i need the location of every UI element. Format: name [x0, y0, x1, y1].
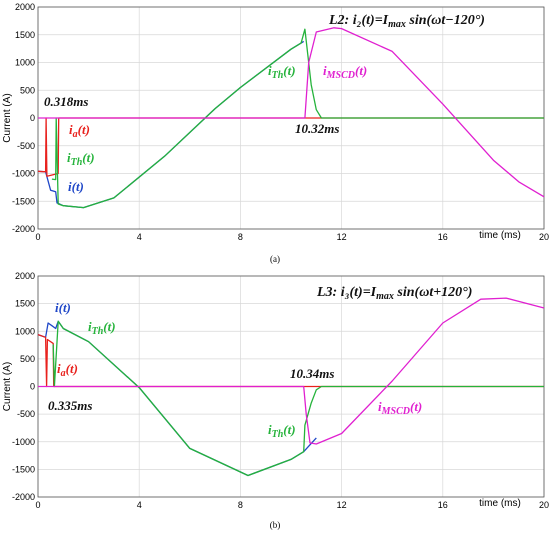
y-axis-label: Current (A)	[2, 93, 13, 142]
title-main: L2: i₂(t)=I	[328, 13, 389, 28]
y-tick-label: 500	[20, 354, 35, 364]
annotation-t2: 10.32ms	[295, 121, 339, 136]
y-tick-label: -1500	[12, 464, 35, 474]
series-line-iat	[37, 117, 544, 177]
series-line-itht	[51, 28, 544, 209]
y-tick-label: -1000	[12, 437, 35, 447]
y-tick-label: -1500	[12, 196, 35, 206]
y-tick-label: 1500	[15, 30, 35, 40]
y-tick-label: 0	[30, 113, 35, 123]
y-tick-label: -500	[17, 409, 35, 419]
series-line-itht	[52, 320, 544, 477]
chart-title: L3: i₃(t)=Imax sin(ωt+120°)	[316, 285, 472, 302]
annotation-imscd: iMSCD(t)	[323, 63, 367, 81]
title-sub: max	[388, 19, 406, 30]
y-tick-label: -2000	[12, 492, 35, 502]
y-tick-label: 500	[20, 85, 35, 95]
annotation-t1: 0.335ms	[48, 398, 92, 413]
x-tick-label: 12	[337, 500, 347, 510]
chart-title: L2: i₂(t)=Imax sin(ωt−120°)	[328, 13, 485, 30]
x-tick-label: 20	[539, 232, 549, 242]
annotation-ith1: iTh(t)	[88, 319, 116, 337]
annotation-ia: ia(t)	[57, 361, 78, 379]
annotation-ia: ia(t)	[69, 122, 90, 140]
x-tick-label: 20	[539, 500, 549, 510]
y-tick-label: 2000	[15, 271, 35, 281]
title-main: L3: i₃(t)=I	[316, 285, 377, 300]
x-axis-label: time (ms)	[479, 230, 521, 241]
y-tick-label: 1500	[15, 299, 35, 309]
x-tick-label: 12	[337, 232, 347, 242]
y-tick-label: -500	[17, 141, 35, 151]
x-tick-label: 4	[137, 232, 142, 242]
chart-panel-a: 0 4 8 12 16 20 -2000 -1500 -1000 -500 0 500 1000 1500…	[2, 2, 549, 264]
x-axis-label: time (ms)	[479, 498, 521, 509]
y-tick-label: 2000	[15, 2, 35, 12]
title-tail: sin(ωt+120°)	[394, 285, 473, 300]
x-tick-label: 16	[438, 232, 448, 242]
y-axis-label: Current (A)	[2, 362, 13, 411]
annotation-ith1: iTh(t)	[67, 150, 95, 168]
title-tail: sin(ωt−120°)	[406, 13, 485, 28]
annotation-i: i(t)	[55, 300, 71, 315]
x-tick-label: 16	[438, 500, 448, 510]
chart-panel-b: 0 4 8 12 16 20 -2000 -1500 -1000 -500 0 500 1000 1500…	[2, 271, 549, 530]
series-line-imscdt	[38, 27, 545, 198]
y-tick-label: -2000	[12, 224, 35, 234]
annotation-ith2: iTh(t)	[268, 63, 296, 81]
annotation-imscd: iMSCD(t)	[378, 399, 422, 417]
y-tick-label: 1000	[15, 58, 35, 68]
y-tick-label: 0	[30, 382, 35, 392]
x-tick-label: 8	[238, 500, 243, 510]
x-tick-label: 0	[35, 232, 40, 242]
annotation-t2: 10.34ms	[290, 366, 334, 381]
x-tick-label: 8	[238, 232, 243, 242]
annotation-i: i(t)	[68, 179, 84, 194]
x-tick-label: 0	[35, 500, 40, 510]
panel-caption: (a)	[270, 254, 280, 264]
title-sub: max	[376, 291, 394, 302]
panel-caption: (b)	[270, 520, 281, 530]
y-tick-label: -1000	[12, 169, 35, 179]
annotation-t1: 0.318ms	[44, 94, 88, 109]
y-tick-label: 1000	[15, 326, 35, 336]
series-line-imscdt	[38, 297, 545, 445]
x-tick-label: 4	[137, 500, 142, 510]
annotation-ith2: iTh(t)	[268, 422, 296, 440]
